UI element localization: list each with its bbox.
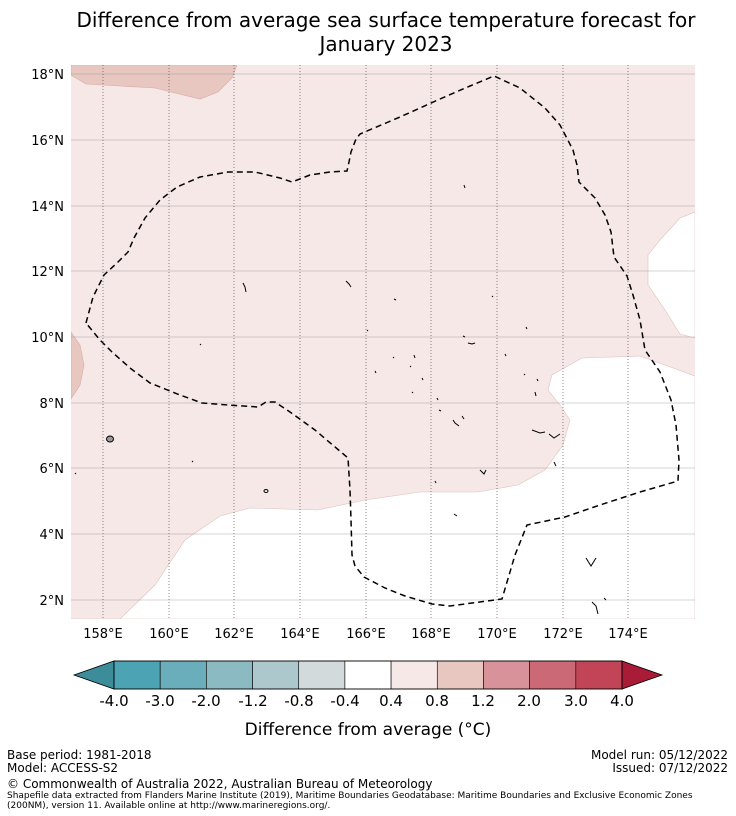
colorbar-tick-8: 1.2 [471,692,495,710]
colorbar-cell-9 [529,660,577,690]
colorbar-cell-8 [483,660,530,690]
base-period: Base period: 1981-2018 [7,748,152,762]
colorbar-cell-4 [298,660,346,690]
lat-label-6n: 6°N [40,462,65,477]
longitude-labels: 158°E 160°E 162°E 164°E 166°E 168°E 170°… [83,627,648,642]
colorbar-label: Difference from average (°C) [245,720,492,740]
lat-label-14n: 14°N [31,200,64,215]
lon-label-164e: 164°E [280,627,320,642]
colorbar-cells [113,660,623,690]
lon-label-160e: 160°E [149,627,189,642]
lat-label-18n: 18°N [31,68,64,83]
issued-date: Issued: 07/12/2022 [612,761,728,775]
colorbar-tick-3: -1.2 [238,692,267,710]
lat-label-8n: 8°N [40,397,65,412]
anomaly-region-near-average-south [71,355,695,619]
latitude-labels: 18°N 16°N 14°N 12°N 10°N 8°N 6°N 4°N 2°N [31,68,64,609]
colorbar-frame [113,660,623,690]
colorbar-tick-10: 3.0 [564,692,588,710]
map-plot-area [71,65,695,619]
shapefile-credit-2: (200NM), version 11. Available online at… [7,801,331,811]
latitude-gridlines [71,73,695,601]
lat-label-2n: 2°N [40,594,65,609]
colorbar-tick-2: -2.0 [191,692,220,710]
colorbar-cell-2 [206,660,253,690]
colorbar-tick-9: 2.0 [517,692,541,710]
colorbar-ticks: -4.0 -3.0 -2.0 -1.2 -0.8 -0.4 0.4 0.8 1.… [99,692,634,710]
colorbar-cell-1 [159,660,207,690]
lon-label-172e: 172°E [543,627,583,642]
anomaly-region-0.8-1.2-west [71,331,85,400]
colorbar-cell-7 [436,660,484,690]
colorbar-tick-0: -4.0 [99,692,128,710]
lon-label-158e: 158°E [83,627,123,642]
colorbar-min-arrow [72,660,115,690]
colorbar-cell-3 [252,660,300,690]
lat-label-16n: 16°N [31,134,64,149]
lon-label-166e: 166°E [346,627,386,642]
anomaly-region-near-average-east [647,211,695,339]
lon-label-174e: 174°E [608,627,648,642]
colorbar-tick-5: -0.4 [330,692,359,710]
model-name: Model: ACCESS-S2 [7,761,119,775]
anomaly-region-0.8-1.2-north [71,65,238,100]
title-line-1: Difference from average sea surface temp… [76,8,696,32]
lat-label-10n: 10°N [31,331,64,346]
colorbar-tick-1: -3.0 [145,692,174,710]
colorbar-tick-11: 4.0 [610,692,634,710]
lon-label-168e: 168°E [411,627,451,642]
colorbar-tick-4: -0.8 [284,692,313,710]
title-line-2: January 2023 [319,32,453,56]
eez-boundary-line [85,75,680,607]
colorbar-tick-7: 0.8 [425,692,449,710]
model-run: Model run: 05/12/2022 [590,748,728,762]
lat-label-12n: 12°N [31,265,64,280]
lon-label-162e: 162°E [214,627,254,642]
colorbar-tick-6: 0.4 [379,692,403,710]
lon-label-170e: 170°E [477,627,517,642]
colorbar-cell-0 [113,660,161,690]
copyright: © Commonwealth of Australia 2022, Austra… [7,777,433,791]
colorbar: -4.0 -3.0 -2.0 -1.2 -0.8 -0.4 0.4 0.8 1.… [72,660,664,740]
colorbar-cell-10 [575,660,623,690]
shapefile-credit-1: Shapefile data extracted from Flanders M… [7,791,693,801]
colorbar-cell-5 [344,660,392,690]
colorbar-cell-6 [390,660,438,690]
colorbar-max-arrow [621,660,664,690]
lat-label-4n: 4°N [40,528,65,543]
islands [74,184,607,615]
map-title: Difference from average sea surface temp… [0,8,736,56]
